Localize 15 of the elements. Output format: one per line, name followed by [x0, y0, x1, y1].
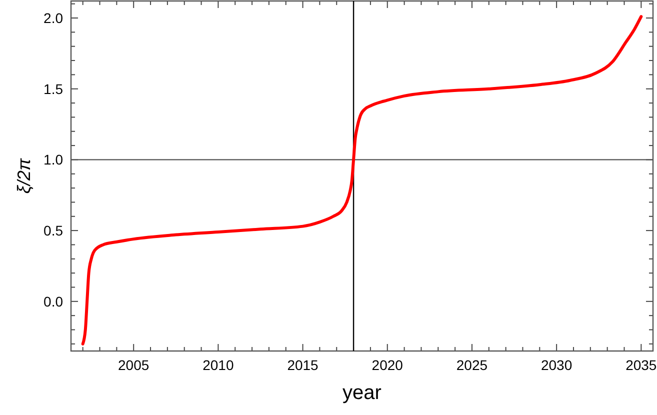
y-tick-label: 0.5 — [44, 222, 64, 239]
x-tick-label: 2015 — [287, 357, 319, 373]
y-tick-label: 0.0 — [44, 293, 64, 310]
line-series — [81, 15, 643, 346]
x-tick-label: 2035 — [626, 357, 657, 373]
x-tick-label: 2005 — [118, 357, 150, 373]
x-tick-label: 2020 — [372, 357, 404, 373]
x-tick-label: 2025 — [456, 357, 488, 373]
y-tick-label: 1.0 — [44, 152, 64, 168]
y-axis-title: ξ/2π — [14, 158, 34, 194]
x-axis-title: year — [342, 382, 382, 404]
x-tick-label: 2010 — [202, 357, 234, 373]
x-tick-label: 2030 — [540, 357, 572, 373]
y-tick-label: 2.0 — [44, 10, 64, 26]
y-tick-label: 1.5 — [44, 80, 64, 97]
